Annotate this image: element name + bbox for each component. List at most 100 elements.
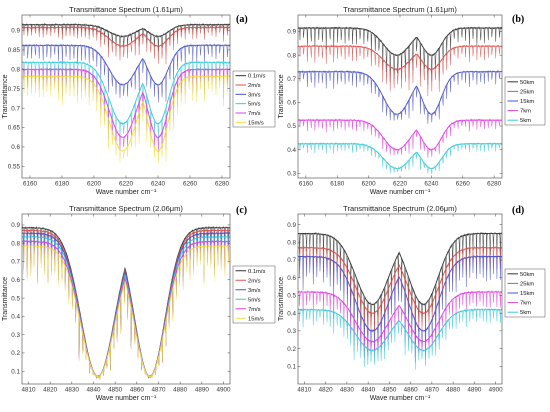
series-envelope-d-3 — [298, 291, 502, 342]
x-tick-label-d-7: 4880 — [446, 387, 461, 394]
series-line-c-5 — [22, 244, 230, 380]
legend-c: 0.1m/s 2m/s 3m/s 5m/s 7m/s 15m/s — [232, 265, 276, 324]
series-line-d-4 — [298, 307, 502, 370]
y-tick-label-d-2: 0.3 — [287, 328, 296, 335]
legend-entry-c-5: 15m/s — [248, 316, 264, 322]
legend-d: 50km 25km 15km 7km 5km — [504, 268, 546, 318]
series-envelope-d-2 — [298, 256, 502, 332]
series-envelope-d-4 — [298, 309, 502, 351]
legend-entry-a-0: 0.1m/s — [248, 74, 265, 80]
legend-entry-d-3: 7km — [520, 301, 531, 307]
series-line-c-0 — [22, 225, 230, 379]
series-envelope-a-2 — [22, 44, 230, 86]
x-tick-label-d-8: 4890 — [467, 387, 482, 394]
series-envelope-b-0 — [298, 27, 502, 56]
series-line-a-3 — [22, 60, 230, 141]
chart-title-b: Transmittance Spectrum (1.61μm) — [343, 5, 457, 14]
y-tick-label-d-4: 0.5 — [287, 293, 296, 300]
y-tick-label-d-1: 0.2 — [287, 346, 296, 353]
chart-title-d: Transmittance Spectrum (2.06μm) — [343, 204, 457, 213]
y-tick-label-d-5: 0.6 — [287, 275, 296, 282]
x-tick-label-a-0: 6160 — [23, 181, 38, 188]
y-tick-label-c-2: 0.3 — [11, 332, 20, 339]
series-line-d-3 — [298, 289, 502, 363]
panel-letter-c: (c) — [236, 205, 247, 216]
series-group-b — [298, 26, 502, 175]
legend-entry-c-2: 3m/s — [248, 288, 261, 294]
y-tick-label-a-3: 0.7 — [11, 105, 20, 112]
x-tick-label-a-2: 6200 — [87, 181, 102, 188]
legend-entry-d-2: 15km — [520, 291, 534, 297]
series-envelope-c-5 — [22, 245, 230, 378]
legend-entry-c-1: 2m/s — [248, 278, 261, 284]
legend-entry-a-2: 3m/s — [248, 92, 261, 98]
x-tick-label-a-6: 6280 — [215, 181, 230, 188]
legend-a: 0.1m/s 2m/s 3m/s 5m/s 7m/s 15m/s — [232, 70, 276, 128]
x-tick-label-b-5: 6260 — [456, 181, 471, 188]
x-tick-label-a-4: 6240 — [151, 181, 166, 188]
x-axis-label-d: Wave number cm⁻¹ — [370, 395, 431, 402]
series-line-a-5 — [22, 74, 230, 163]
y-tick-label-c-3: 0.4 — [11, 314, 20, 321]
legend-entry-c-0: 0.1m/s — [248, 269, 265, 275]
x-tick-label-c-8: 4890 — [195, 387, 210, 394]
series-line-d-1 — [298, 245, 502, 345]
legend-entry-c-4: 7m/s — [248, 307, 261, 313]
legend-entry-b-0: 50km — [520, 80, 534, 86]
y-axis-label-c: Transmittance — [2, 277, 9, 321]
series-envelope-d-0 — [298, 233, 502, 305]
series-group-c — [22, 225, 230, 380]
legend-entry-b-2: 15km — [520, 99, 534, 105]
x-tick-label-d-0: 4810 — [297, 387, 312, 394]
series-group-d — [298, 231, 502, 370]
y-tick-label-c-5: 0.6 — [11, 277, 20, 284]
x-tick-label-a-5: 6260 — [183, 181, 198, 188]
y-tick-label-a-6: 0.85 — [8, 47, 21, 54]
series-line-b-4 — [298, 141, 502, 175]
series-envelope-a-5 — [22, 75, 230, 152]
y-tick-label-b-5: 0.8 — [287, 52, 296, 59]
x-tick-label-d-5: 4860 — [404, 387, 419, 394]
x-tick-label-a-1: 6180 — [55, 181, 70, 188]
y-tick-label-d-7: 0.8 — [287, 240, 296, 247]
y-tick-label-a-1: 0.6 — [11, 144, 20, 151]
legend-entry-d-4: 5km — [520, 310, 531, 316]
plot-frame-b — [297, 14, 503, 179]
y-axis-label-b: Transmittance — [278, 74, 285, 118]
plot-frame-a — [21, 14, 231, 179]
y-tick-label-d-8: 0.9 — [287, 222, 296, 229]
x-tick-label-c-3: 4840 — [86, 387, 101, 394]
panel-letter-b: (b) — [512, 14, 524, 25]
x-tick-label-b-6: 6280 — [487, 181, 502, 188]
x-tick-label-c-7: 4880 — [173, 387, 188, 394]
y-tick-label-b-2: 0.5 — [287, 123, 296, 130]
series-envelope-b-1 — [298, 45, 502, 70]
series-line-b-2 — [298, 69, 502, 124]
legend-entry-a-1: 2m/s — [248, 83, 261, 89]
x-tick-label-c-5: 4860 — [130, 387, 145, 394]
y-tick-label-d-0: 0.1 — [287, 363, 296, 370]
x-tick-label-c-1: 4820 — [43, 387, 58, 394]
panel-a: Transmittance Spectrum (1.61μm) (a) 6160 61… — [2, 5, 276, 196]
series-envelope-a-4 — [22, 68, 230, 138]
legend-entry-a-5: 15m/s — [248, 120, 264, 126]
series-envelope-c-3 — [22, 236, 230, 378]
series-line-c-4 — [22, 239, 230, 380]
series-line-b-3 — [298, 118, 502, 158]
y-tick-label-a-4: 0.75 — [8, 86, 21, 93]
series-envelope-c-2 — [22, 232, 230, 378]
series-envelope-b-4 — [298, 143, 502, 170]
plot-frame-d — [297, 213, 503, 385]
series-group-a — [22, 22, 230, 163]
series-line-c-1 — [22, 228, 230, 379]
legend-entry-b-3: 7km — [520, 109, 531, 115]
panel-b: Transmittance Spectrum (1.61μm) (b) 6160 61… — [278, 5, 546, 196]
series-envelope-b-3 — [298, 119, 502, 151]
y-tick-label-a-5: 0.8 — [11, 67, 20, 74]
x-tick-label-c-2: 4830 — [65, 387, 80, 394]
y-tick-label-b-3: 0.6 — [287, 100, 296, 107]
x-tick-label-b-3: 6220 — [393, 181, 408, 188]
y-tick-label-c-1: 0.2 — [11, 350, 20, 357]
plot-frame-c — [21, 213, 231, 385]
